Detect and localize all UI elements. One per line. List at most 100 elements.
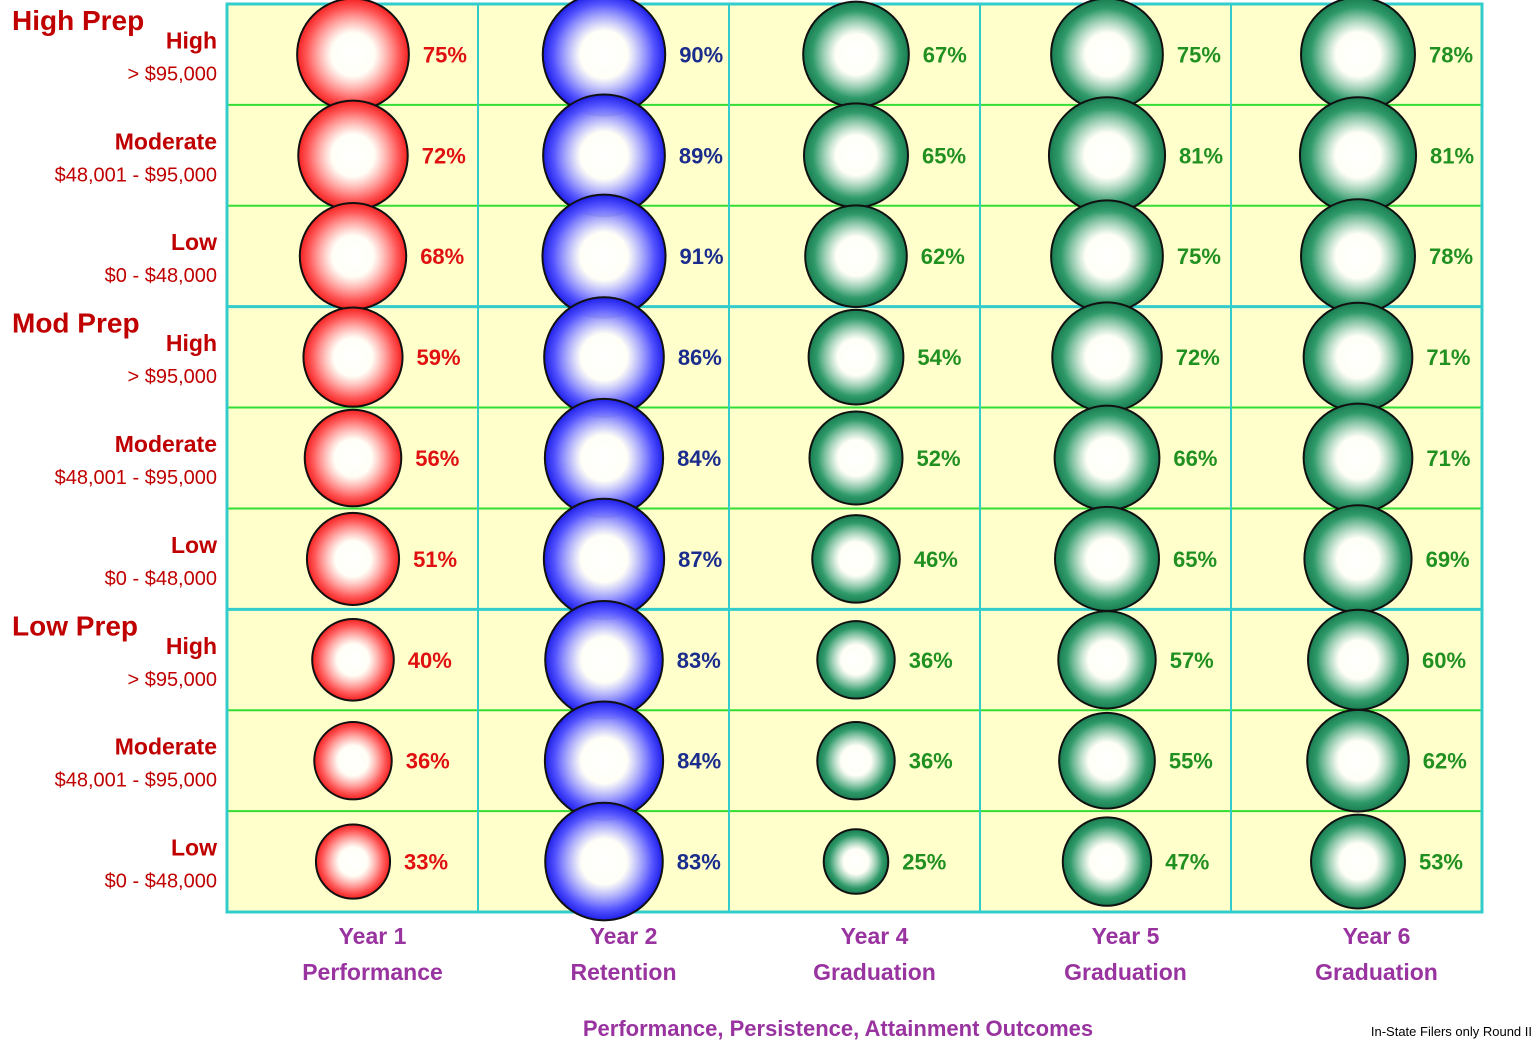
row-range-label: > $95,000 [127,366,217,388]
data-bubble [1302,301,1414,413]
data-label: 51% [413,547,457,572]
data-label: 83% [677,850,721,875]
data-label: 56% [415,446,459,471]
data-bubble [1303,504,1413,614]
row-range-label: > $95,000 [127,63,217,85]
data-bubble [313,720,393,801]
data-label: 57% [1170,648,1214,673]
footnote: In-State Filers only Round II [1371,1024,1532,1039]
row-range-label: $48,001 - $95,000 [55,467,217,489]
data-bubble [314,823,392,900]
data-label: 67% [923,42,967,67]
row-label: Moderate [115,431,217,457]
row-label: Moderate [115,734,217,760]
data-label: 46% [914,547,958,572]
data-label: 36% [909,749,953,774]
data-label: 91% [680,244,724,269]
data-label: 75% [1177,244,1221,269]
data-label: 72% [422,143,466,168]
data-label: 81% [1430,143,1474,168]
data-label: 72% [1176,345,1220,370]
data-bubble [1050,0,1164,112]
data-bubble [1053,404,1161,512]
data-bubble [298,202,408,311]
column-label: Year 4 [841,923,909,949]
data-label: 68% [420,244,464,269]
row-label: Low [171,835,217,861]
row-range-label: $48,001 - $95,000 [55,770,217,792]
data-bubble [808,410,904,506]
data-bubble [822,828,890,895]
data-label: 81% [1179,143,1223,168]
data-label: 90% [679,42,723,67]
data-label: 65% [922,143,966,168]
x-axis-title: Performance, Persistence, Attainment Out… [583,1016,1093,1041]
data-bubble [311,617,395,702]
data-label: 33% [404,850,448,875]
data-label: 53% [1419,850,1463,875]
data-bubble [302,306,404,408]
data-label: 84% [677,446,721,471]
data-bubble [804,204,908,309]
data-label: 47% [1165,850,1209,875]
data-bubble [1300,0,1416,113]
row-label: High [166,27,217,53]
data-bubble [1050,199,1164,314]
column-sublabel: Graduation [813,959,936,985]
data-label: 52% [917,446,961,471]
data-label: 25% [902,850,946,875]
column-sublabel: Graduation [1064,959,1187,985]
data-label: 59% [417,345,461,370]
row-range-label: $0 - $48,000 [105,871,217,893]
data-bubble [303,408,403,508]
column-label: Year 5 [1092,923,1160,949]
data-label: 54% [917,345,961,370]
data-label: 62% [921,244,965,269]
data-bubble [1300,198,1416,315]
data-label: 62% [1423,749,1467,774]
column-sublabel: Performance [302,959,443,985]
data-label: 66% [1173,446,1217,471]
data-bubble [802,0,910,109]
data-label: 69% [1426,547,1470,572]
data-bubble [297,99,409,212]
data-bubble [1047,96,1167,215]
data-bubble [296,0,410,112]
row-range-label: $48,001 - $95,000 [55,164,217,186]
row-range-label: $0 - $48,000 [105,265,217,287]
data-bubble [802,102,910,209]
data-bubble [544,801,664,922]
data-bubble [807,308,905,406]
data-bubble [816,720,896,801]
data-bubble [1057,610,1157,710]
row-label: Moderate [115,128,217,154]
data-label: 75% [423,42,467,67]
row-range-label: > $95,000 [127,669,217,691]
data-bubble [811,514,901,604]
group-label: High Prep [12,5,144,36]
column-label: Year 6 [1343,923,1411,949]
data-label: 36% [406,749,450,774]
data-label: 78% [1429,244,1473,269]
data-label: 89% [679,143,723,168]
row-label: High [166,633,217,659]
data-bubble [1051,301,1163,413]
column-sublabel: Graduation [1315,959,1438,985]
data-label: 75% [1177,42,1221,67]
data-label: 78% [1429,42,1473,67]
group-label: Mod Prep [12,308,140,339]
data-bubble [1053,505,1161,612]
data-bubble [1307,608,1409,711]
data-bubble [816,620,896,700]
data-bubble [1298,96,1418,215]
row-label: Low [171,532,217,558]
data-label: 65% [1173,547,1217,572]
data-bubble [1310,813,1406,910]
data-label: 40% [408,648,452,673]
data-label: 71% [1426,446,1470,471]
column-label: Year 1 [339,923,407,949]
column-label: Year 2 [590,923,658,949]
row-range-label: $0 - $48,000 [105,568,217,590]
row-label: High [166,330,217,356]
